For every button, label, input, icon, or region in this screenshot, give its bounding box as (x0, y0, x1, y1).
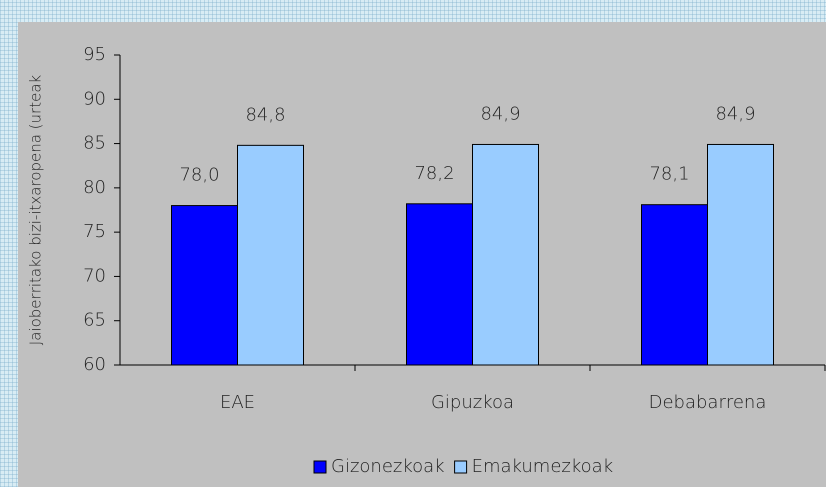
value-label: 84,8 (245, 104, 285, 125)
y-tick-label: 75 (83, 221, 106, 242)
y-tick-label: 60 (83, 354, 106, 375)
bar (237, 144, 304, 366)
legend-label: Gizonezkoak (331, 456, 445, 477)
bar (472, 143, 539, 366)
legend-swatch (313, 460, 327, 474)
legend-swatch (454, 460, 468, 474)
bar (406, 203, 473, 366)
y-tick-label: 85 (83, 133, 106, 154)
y-tick-label: 70 (83, 265, 106, 286)
y-tick-label: 80 (83, 177, 106, 198)
value-label: 78,0 (179, 165, 219, 186)
x-tick-label: Debabarrena (649, 392, 767, 413)
bar (707, 143, 774, 366)
value-label: 84,9 (715, 103, 755, 124)
value-label: 78,1 (649, 164, 689, 185)
x-tick-label: Gipuzkoa (431, 392, 514, 413)
legend-label: Emakumezkoak (472, 456, 614, 477)
bar (171, 205, 238, 366)
y-tick-label: 95 (83, 44, 106, 65)
bar (641, 204, 708, 366)
value-label: 78,2 (414, 163, 454, 184)
y-tick-label: 65 (83, 310, 106, 331)
y-axis-title: Jaioberritako bizi-itxaropena (urteak (27, 74, 45, 345)
value-label: 84,9 (480, 103, 520, 124)
x-tick-label: EAE (220, 392, 255, 413)
y-tick-label: 90 (83, 88, 106, 109)
